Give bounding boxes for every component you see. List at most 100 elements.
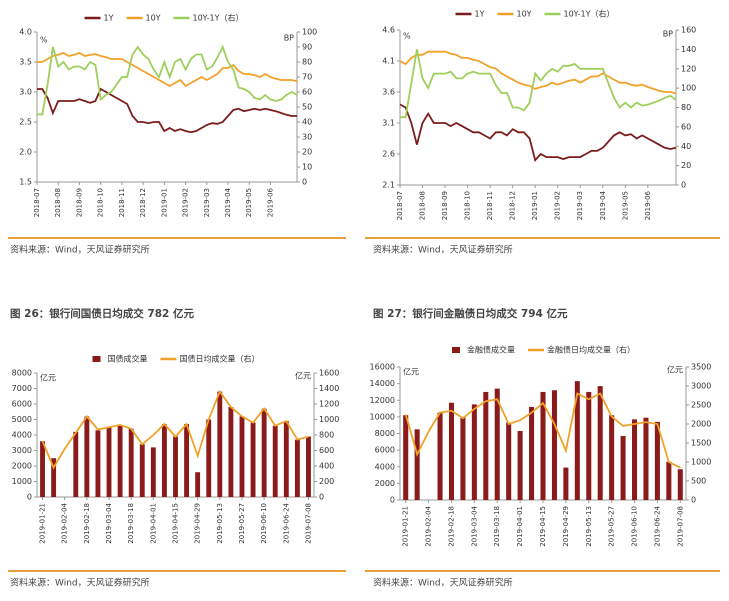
y-tick-label: 4000 (12, 431, 32, 440)
bar (403, 415, 409, 500)
bar (117, 425, 123, 497)
x-tick-label: 2019-01-21 (39, 503, 47, 544)
x-tick-label: 2019-04-29 (194, 503, 202, 544)
y2-unit: BP (663, 30, 673, 39)
bar (73, 431, 79, 497)
bar (563, 467, 569, 500)
x-tick-label: 2018-11 (118, 188, 126, 217)
y-tick-label: 7000 (12, 384, 32, 393)
bar (437, 412, 443, 500)
bar (84, 416, 90, 497)
y-unit: 亿元 (40, 373, 56, 383)
y2-tick-label: 500 (691, 477, 706, 486)
y2-tick-label: 100 (302, 28, 317, 37)
x-tick-label: 2019-02-18 (83, 503, 91, 544)
y2-tick-label: 120 (681, 64, 696, 73)
y2-tick-label: 2500 (691, 401, 711, 410)
y2-tick-label: 0 (302, 178, 307, 187)
y-tick-label: 6000 (12, 400, 32, 409)
source-note: 资料来源：Wind，天风证券研究所 (10, 577, 150, 589)
y2-tick-label: 600 (319, 446, 334, 455)
y2-tick-label: 10 (302, 163, 312, 172)
source-note: 资料来源：Wind，天风证券研究所 (373, 577, 513, 589)
y2-tick-label: 1500 (691, 439, 711, 448)
figure-title: 图 26：银行间国债日均成交 782 亿元 (10, 307, 194, 320)
source-note: 资料来源：Wind，天风证券研究所 (10, 244, 150, 256)
x-tick-label: 2019-02-04 (61, 502, 69, 543)
y2-unit: 亿元 (667, 365, 683, 375)
bar (250, 422, 256, 497)
legend-label: 10Y-1Y（右） (564, 9, 615, 19)
x-tick-label: 2018-09 (75, 188, 83, 217)
bar (597, 386, 603, 500)
legend-label: 10Y (146, 14, 161, 23)
bar (139, 444, 145, 497)
y-tick-label: 8000 (12, 369, 32, 378)
bar (540, 391, 546, 500)
y2-tick-label: 140 (681, 45, 696, 54)
y-tick-label: 2000 (375, 479, 395, 488)
y2-tick-label: 100 (681, 84, 696, 93)
x-tick-label: 2019-03-04 (470, 505, 478, 546)
bar (217, 391, 223, 497)
y-tick-label: 2.5 (19, 118, 32, 127)
bar (206, 419, 212, 497)
y2-tick-label: 3000 (691, 382, 711, 391)
y-tick-label: 0 (390, 496, 395, 505)
y-tick-label: 16000 (370, 363, 395, 372)
legend-swatch (92, 356, 101, 362)
y-tick-label: 4.0 (19, 28, 32, 37)
bar (574, 381, 580, 500)
x-tick-label: 2019-01-21 (402, 506, 410, 547)
x-tick-label: 2019-06-24 (653, 505, 661, 546)
x-tick-label: 2019-06-24 (282, 502, 290, 543)
x-tick-label: 2018-10 (97, 188, 105, 217)
bar (529, 406, 535, 500)
x-tick-label: 2018-07 (33, 188, 41, 217)
bar (471, 404, 477, 500)
y-tick-label: 2.1 (382, 181, 395, 190)
legend-label: 1Y (104, 14, 114, 23)
y2-tick-label: 40 (302, 118, 312, 127)
series-line (37, 44, 298, 116)
y-tick-label: 4.1 (382, 57, 395, 66)
x-tick-label: 2019-05 (621, 191, 629, 220)
y2-tick-label: 2000 (691, 420, 711, 429)
x-tick-label: 2019-02 (554, 191, 562, 220)
y-tick-label: 2.6 (382, 150, 395, 159)
series-line (399, 103, 677, 163)
y-tick-label: 1000 (12, 477, 32, 486)
x-tick-label: 2019-05-13 (216, 503, 224, 544)
figure-title: 图 27：银行间金融债日均成交 794 亿元 (373, 307, 568, 320)
y-unit: 亿元 (403, 367, 419, 377)
bar (51, 458, 57, 497)
y-tick-label: 0 (27, 493, 32, 502)
x-tick-label: 2019-04-01 (516, 506, 524, 547)
y-tick-label: 3000 (12, 446, 32, 455)
y2-tick-label: 0 (681, 181, 686, 190)
y-tick-label: 14000 (370, 379, 395, 388)
y2-tick-label: 20 (302, 148, 312, 157)
bar (161, 424, 167, 497)
legend-label: 10Y (517, 10, 532, 19)
bar (150, 447, 156, 497)
y-tick-label: 8000 (375, 429, 395, 438)
bar (40, 441, 45, 497)
legend-label: 金融债成交量 (467, 345, 515, 355)
x-tick-label: 2018-12 (139, 188, 147, 217)
series-line (37, 52, 298, 88)
chart: 资料来源：Wind，天风证券研究所 1.5 2.0 2.5 3.0 3.5 4.0 0 10 20… (10, 13, 317, 256)
bar (643, 417, 649, 500)
legend-swatch (452, 347, 460, 353)
y2-tick-label: 40 (681, 142, 691, 151)
bar (306, 436, 311, 497)
x-tick-label: 2019-04-29 (562, 506, 570, 547)
series-line (400, 49, 677, 119)
bar (506, 422, 512, 500)
x-tick-label: 2019-03 (203, 188, 211, 217)
legend-label: 国债成交量 (108, 354, 148, 364)
x-tick-label: 2018-11 (486, 191, 494, 220)
legend-label: 1Y (475, 10, 485, 19)
y-tick-label: 2.0 (19, 148, 32, 157)
